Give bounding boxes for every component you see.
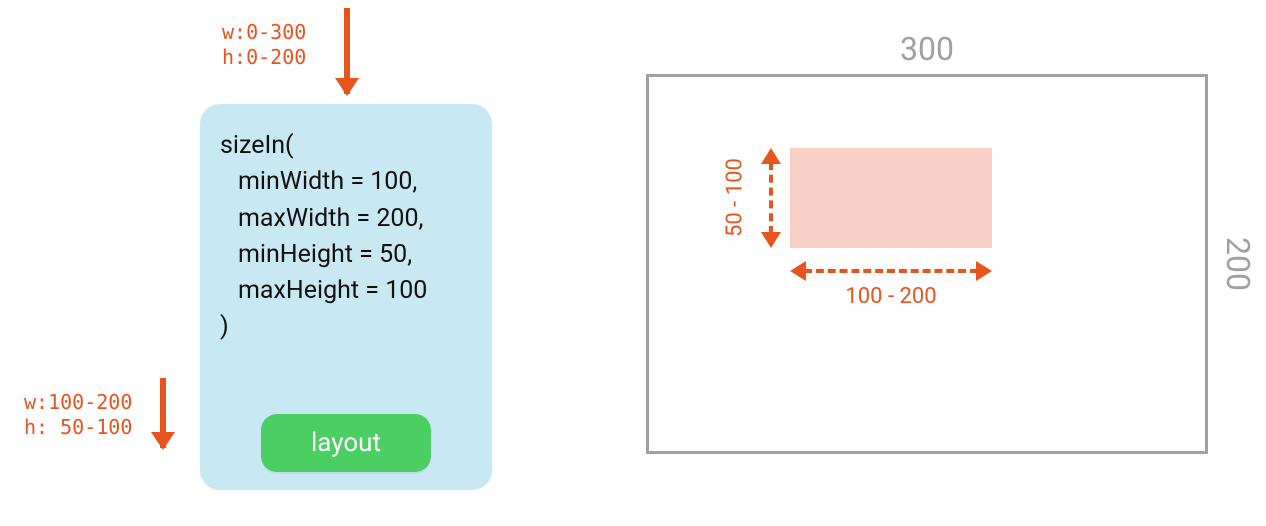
dashed-line-icon xyxy=(804,269,978,273)
width-range-label: 100 - 200 xyxy=(790,284,992,309)
code-fn: sizeIn( xyxy=(220,131,294,160)
outgoing-constraints-label: w:100-200 h: 50-100 xyxy=(24,390,132,440)
arrow-right-icon xyxy=(976,261,992,281)
code-box: sizeIn( minWidth = 100, maxWidth = 200, … xyxy=(200,104,492,490)
outgoing-w: w:100-200 xyxy=(24,390,132,415)
arrow-down-icon xyxy=(160,378,166,448)
layout-button[interactable]: layout xyxy=(261,414,431,472)
diagram-root: w:0-300 h:0-200 sizeIn( minWidth = 100, … xyxy=(0,0,1266,526)
code-line-3: minHeight = 50, xyxy=(220,237,472,273)
code-line-4: maxHeight = 100 xyxy=(220,273,472,309)
layout-button-label: layout xyxy=(311,428,381,458)
code-line-1: minWidth = 100, xyxy=(220,164,472,200)
incoming-constraints-label: w:0-300 h:0-200 xyxy=(222,20,306,70)
code-snippet: sizeIn( minWidth = 100, maxWidth = 200, … xyxy=(220,128,472,346)
incoming-h: h:0-200 xyxy=(222,45,306,70)
incoming-w: w:0-300 xyxy=(222,20,306,45)
outer-width-label: 300 xyxy=(646,30,1208,68)
height-range-arrow xyxy=(760,148,782,248)
code-line-2: maxWidth = 200, xyxy=(220,201,472,237)
outer-height-label: 200 xyxy=(1218,74,1258,454)
arrow-down-icon xyxy=(344,8,350,94)
preview-inner-rect xyxy=(790,148,992,248)
arrow-down-icon xyxy=(761,232,781,248)
code-close: ) xyxy=(220,312,229,341)
height-range-label: 50 - 100 xyxy=(720,148,750,248)
outgoing-h: h: 50-100 xyxy=(24,415,132,440)
dashed-line-icon xyxy=(769,162,773,234)
width-range-arrow xyxy=(790,260,992,282)
